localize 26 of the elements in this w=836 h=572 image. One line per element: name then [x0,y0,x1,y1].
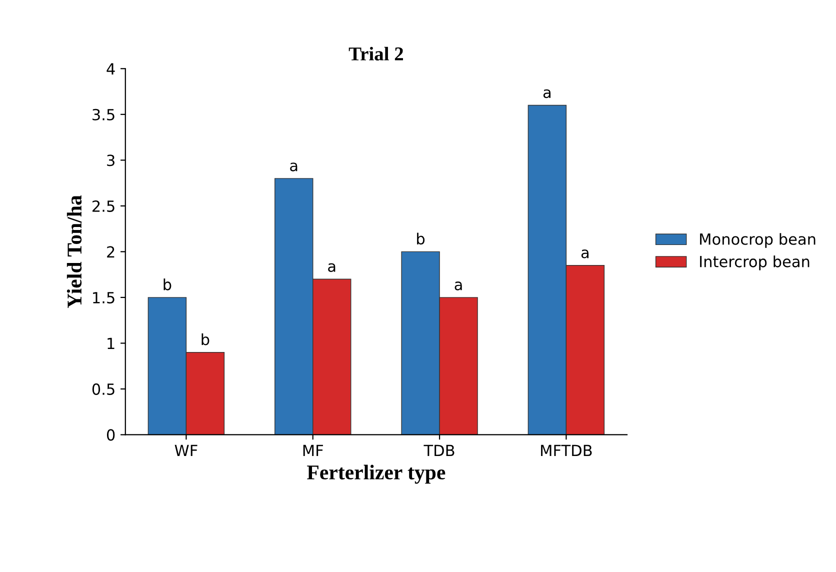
y-tick-label: 1.5 [93,292,114,304]
y-tick-label: 3 [107,154,114,166]
y-tick-label: 2 [107,246,114,258]
x-tick-label: MF [303,444,323,456]
x-tick-label: TDB [424,444,454,456]
data-label: b [202,333,210,346]
data-label: a [290,162,298,172]
x-axis-title: Ferterlizer type [307,464,446,484]
y-tick-label: 0.5 [92,383,114,395]
x-tick-label: WF [174,444,198,456]
data-label: a [328,263,336,272]
y-tick-label: 2.5 [92,200,114,212]
data-label: b [417,232,425,245]
x-tick-label: MFTDB [541,444,592,456]
data-label: a [454,282,462,290]
chart-title: Trial 2 [348,46,403,60]
y-tick-label: 4 [106,63,115,74]
y-tick-label: 3.5 [92,108,114,120]
y-axis-title: Yield Ton/ha [66,195,82,308]
y-tick-label: 0 [106,429,115,441]
data-label: a [581,250,588,258]
data-label: a [543,89,550,98]
y-tick-label: 1 [108,338,114,350]
data-label: b [164,278,172,290]
legend-label: Monocrop bean [700,233,816,248]
legend-label: Intercrop bean [700,256,810,270]
